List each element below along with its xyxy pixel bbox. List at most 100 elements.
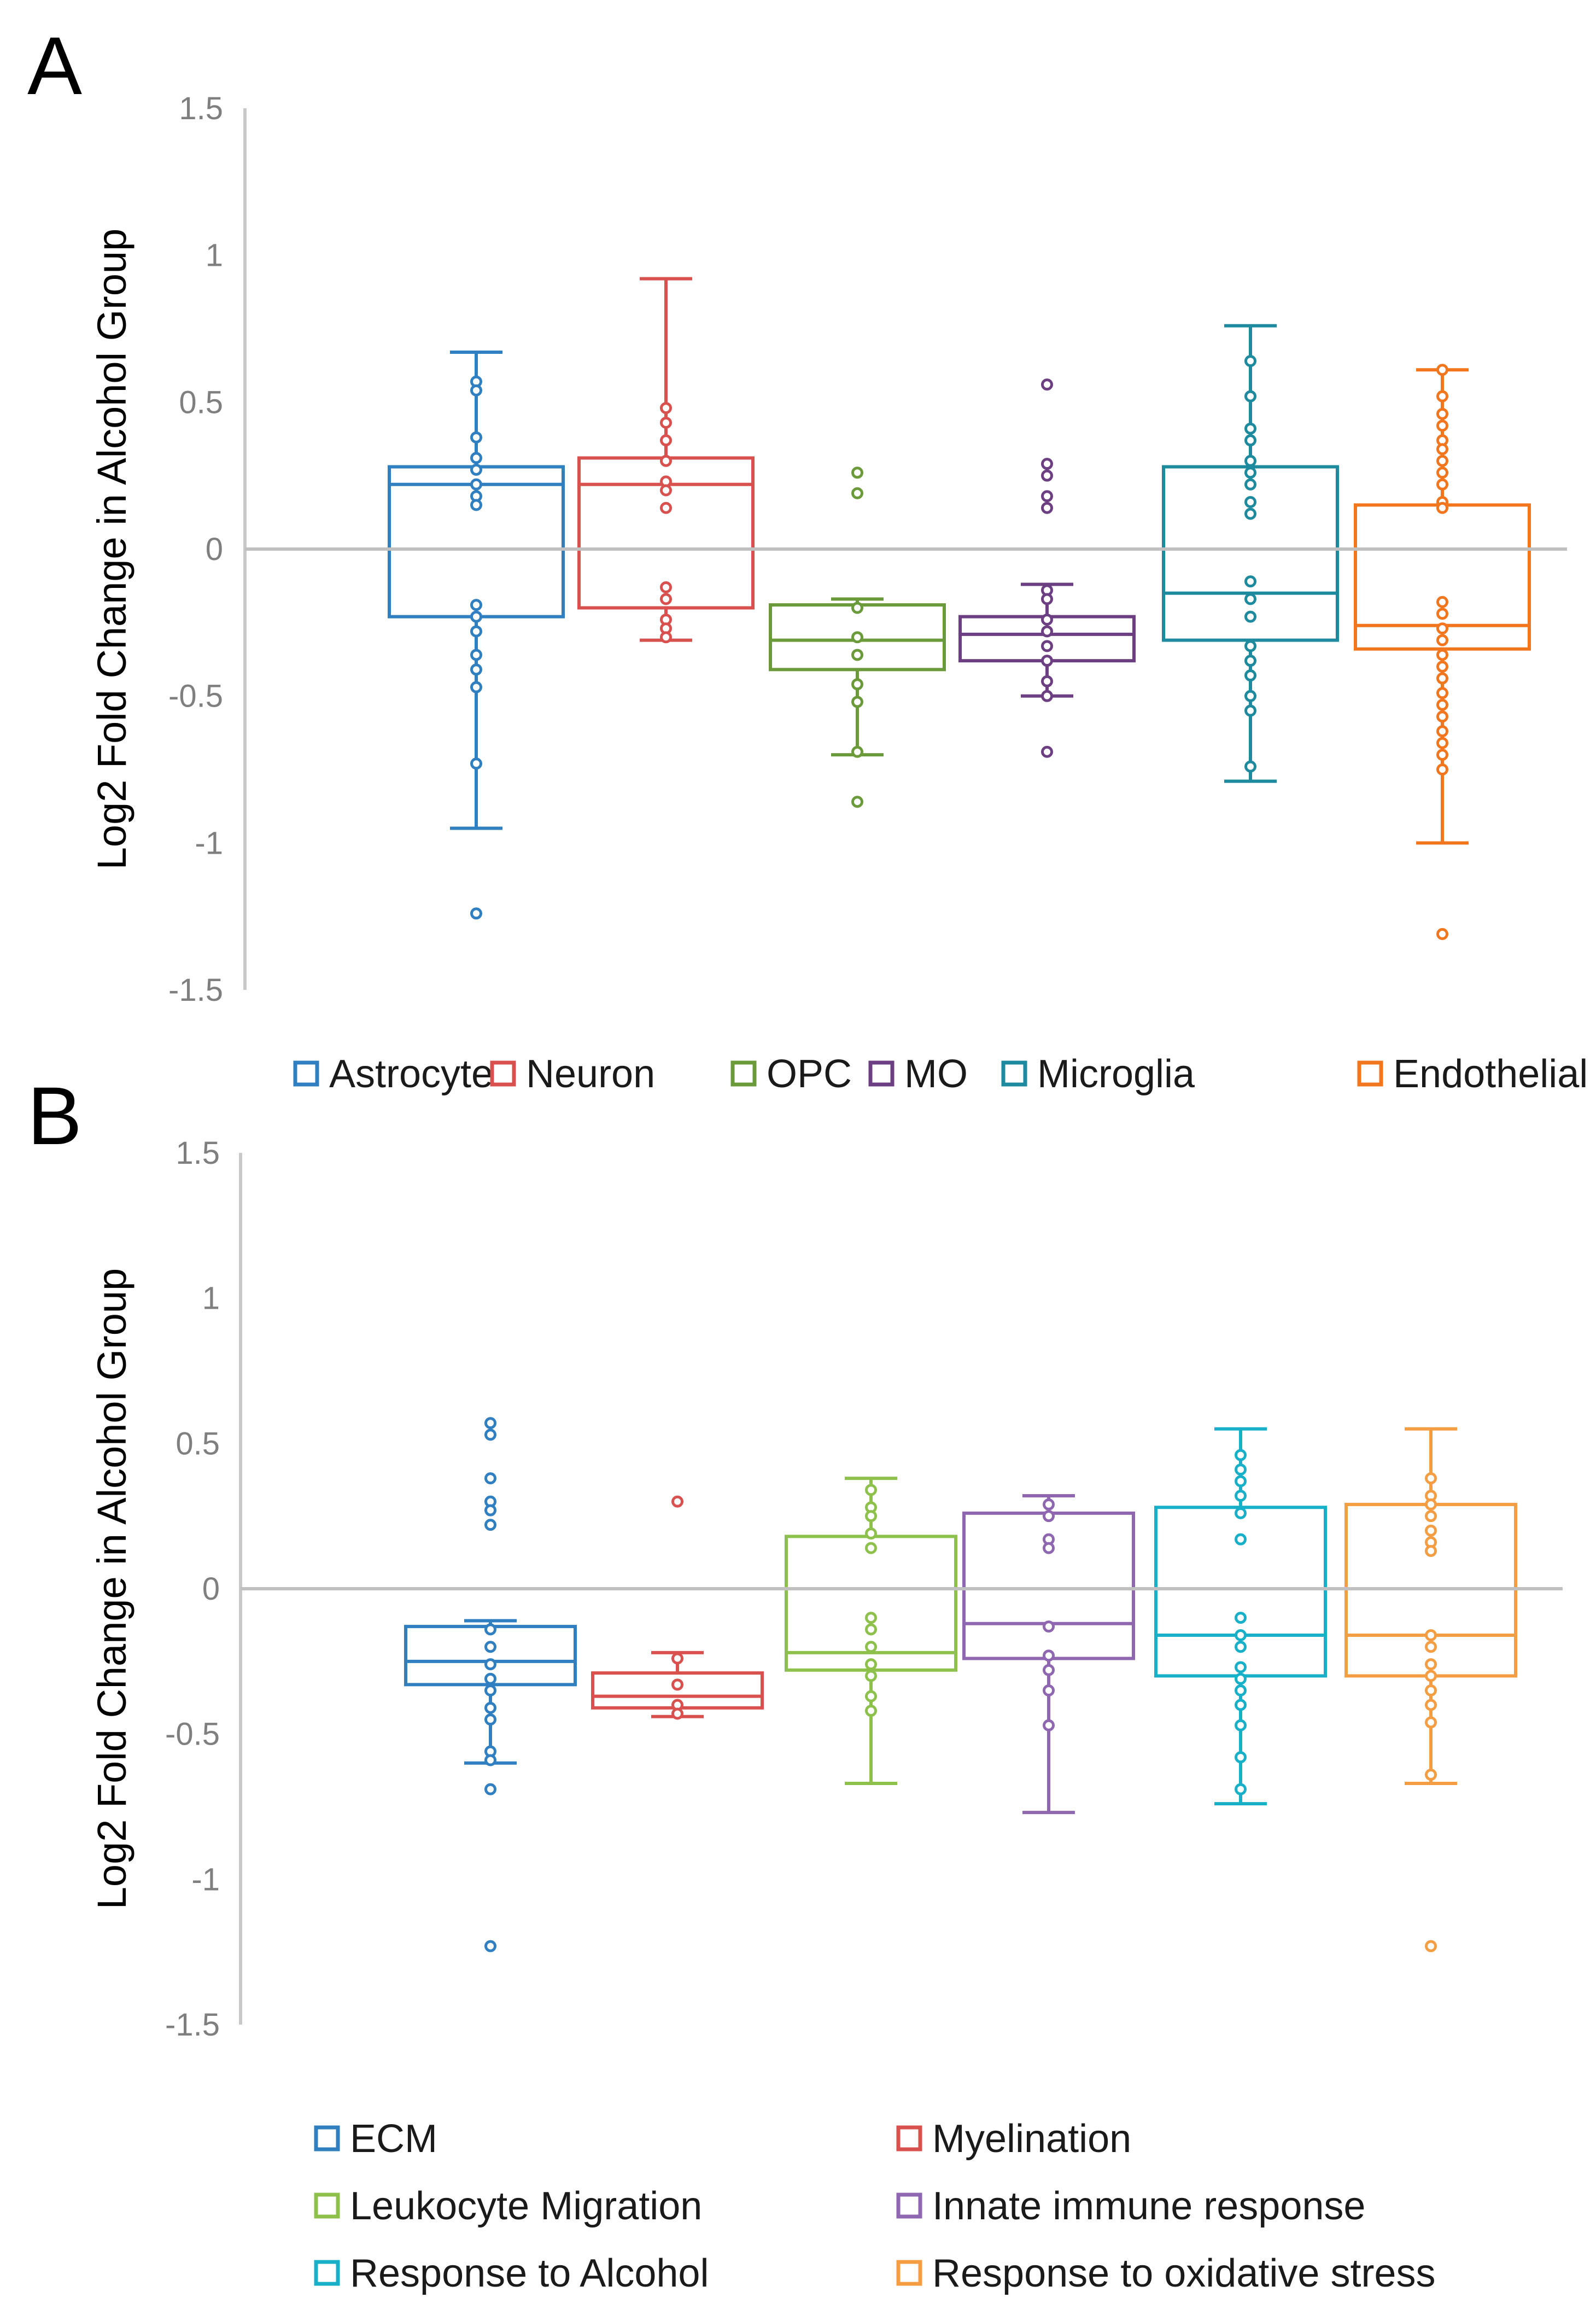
legend-label: OPC: [767, 1052, 852, 1096]
data-point: [470, 599, 482, 611]
data-point: [484, 1783, 496, 1795]
data-point: [1436, 443, 1448, 456]
data-point: [865, 1623, 877, 1636]
data-point: [1425, 1498, 1437, 1511]
legend-item: Leukocyte Migration: [314, 2184, 702, 2228]
data-point: [1041, 745, 1053, 758]
data-point: [470, 757, 482, 770]
data-point: [865, 1527, 877, 1540]
data-point: [1425, 1658, 1437, 1671]
data-point: [1235, 1507, 1247, 1519]
data-point: [1041, 490, 1053, 503]
data-point: [1041, 593, 1053, 605]
data-point: [484, 1672, 496, 1685]
panel-label-a: A: [27, 20, 82, 112]
data-point: [671, 1678, 683, 1691]
panel-a-chart: A 1.5 1 0.5 0 -0.5 -1 -1.5 Log2 Fold Change in A…: [27, 20, 1588, 1096]
data-point: [1043, 1542, 1055, 1554]
data-point: [1041, 625, 1053, 638]
data-point: [1436, 596, 1448, 608]
data-point: [660, 434, 672, 447]
data-point: [851, 602, 863, 614]
data-point: [1244, 575, 1256, 588]
legend-swatch: [314, 2192, 340, 2219]
data-point: [1425, 1699, 1437, 1711]
data-point: [1425, 1684, 1437, 1696]
data-point: [865, 1690, 877, 1702]
y-tick-label-b: 1: [202, 1281, 220, 1316]
data-point: [865, 1612, 877, 1624]
data-point: [1425, 1670, 1437, 1682]
data-point: [1436, 749, 1448, 761]
legend-label: Myelination: [932, 2117, 1131, 2161]
data-point: [470, 463, 482, 476]
box-group-b-2: [785, 1477, 957, 1785]
legend-label: Microglia: [1037, 1052, 1195, 1096]
data-point: [1244, 508, 1256, 520]
data-point: [1436, 390, 1448, 403]
data-point: [1043, 1684, 1055, 1696]
data-point: [484, 1940, 496, 1952]
data-point: [1244, 760, 1256, 773]
data-point: [660, 502, 672, 514]
legend-swatch: [1357, 1060, 1383, 1087]
data-point: [470, 384, 482, 396]
legend-label: MO: [904, 1052, 968, 1096]
data-point: [1436, 710, 1448, 723]
data-point: [660, 581, 672, 593]
y-tick-label-a: -1.5: [168, 972, 223, 1008]
data-point: [865, 1484, 877, 1496]
data-point: [851, 631, 863, 644]
legend-label: Astrocyte: [329, 1052, 493, 1096]
data-point: [1235, 1783, 1247, 1795]
data-point: [470, 663, 482, 676]
legend-label: Endothelial: [1393, 1052, 1588, 1096]
data-point: [1041, 613, 1053, 626]
data-point: [1244, 640, 1256, 652]
legend-item: MO: [868, 1052, 968, 1096]
data-point: [1235, 1489, 1247, 1502]
legend-label: Response to oxidative stress: [932, 2252, 1435, 2295]
data-point: [1041, 655, 1053, 667]
data-point: [1436, 687, 1448, 699]
data-point: [484, 1713, 496, 1726]
data-point: [1436, 608, 1448, 620]
data-point: [484, 1658, 496, 1671]
data-point: [470, 452, 482, 464]
data-point: [484, 1472, 496, 1485]
data-point: [1425, 1510, 1437, 1523]
data-point: [851, 796, 863, 808]
data-point: [1244, 467, 1256, 479]
data-point: [1436, 622, 1448, 635]
data-point: [1041, 378, 1053, 391]
data-point: [1235, 1612, 1247, 1624]
data-point: [865, 1510, 877, 1523]
data-point: [1041, 469, 1053, 482]
y-tick-label-b: -1: [191, 1862, 220, 1897]
data-point: [1043, 1620, 1055, 1633]
data-point: [470, 478, 482, 491]
data-point: [1244, 478, 1256, 491]
data-point: [865, 1641, 877, 1653]
data-point: [1244, 496, 1256, 509]
box-group-b-4: [1154, 1427, 1327, 1806]
data-point: [1436, 454, 1448, 467]
box-group-a-2: [769, 467, 946, 808]
legend-label: Neuron: [526, 1052, 655, 1096]
data-point: [470, 681, 482, 693]
data-point: [1235, 1751, 1247, 1764]
data-point: [470, 499, 482, 511]
data-point: [851, 467, 863, 479]
y-axis-title-a: Log2 Fold Change in Alcohol Group: [89, 229, 135, 870]
data-point: [1244, 355, 1256, 368]
data-point: [1041, 675, 1053, 687]
data-point: [1041, 458, 1053, 470]
panel-b-chart: B 1.5 1 0.5 0 -0.5 -1 -1.5 Log2 Fold Change in A…: [27, 1070, 1563, 2295]
data-point: [1041, 502, 1053, 514]
data-point: [1235, 1475, 1247, 1488]
data-point: [1235, 1629, 1247, 1642]
data-point: [1244, 704, 1256, 717]
data-point: [671, 1495, 683, 1508]
legend-item: Myelination: [896, 2117, 1131, 2161]
